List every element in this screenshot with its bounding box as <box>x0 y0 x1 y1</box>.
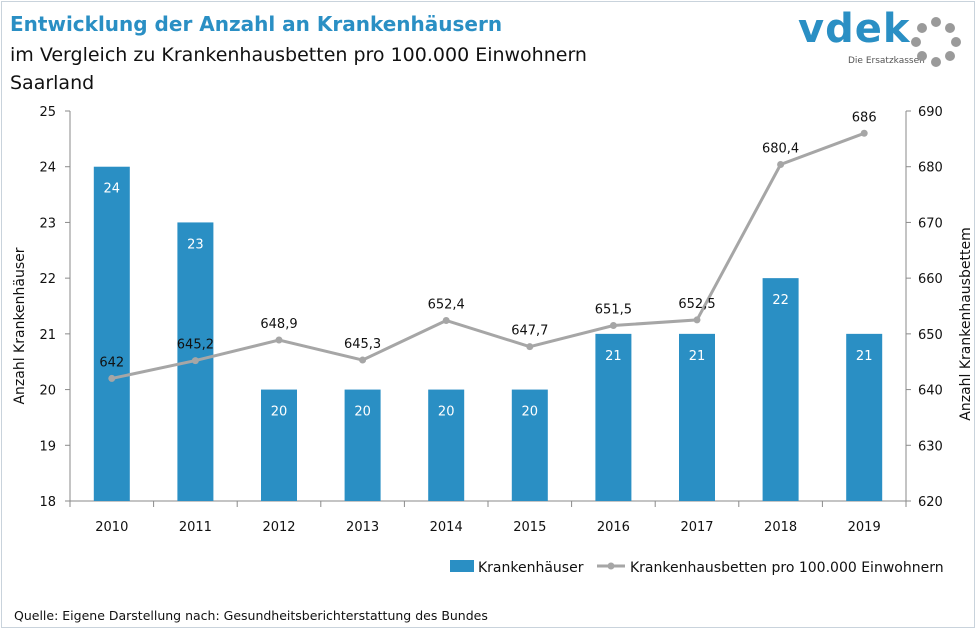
y-tick-label: 23 <box>39 216 56 231</box>
x-tick-label: 2017 <box>680 520 713 535</box>
line-data-label: 645,3 <box>344 337 381 352</box>
x-tick-label: 2011 <box>179 520 212 535</box>
line-point-2019 <box>860 129 868 137</box>
bar-data-label: 21 <box>605 349 622 364</box>
line-point-2017 <box>693 316 701 324</box>
legend-line-marker <box>607 562 615 570</box>
line-data-label: 651,5 <box>595 303 632 318</box>
source-note: Quelle: Eigene Darstellung nach: Gesundh… <box>14 608 488 623</box>
y2-tick-label: 670 <box>918 216 943 231</box>
y-tick-label: 22 <box>39 272 56 287</box>
x-tick-label: 2016 <box>597 520 630 535</box>
line-data-label: 680,4 <box>762 141 799 156</box>
legend-bar-label: Krankenhäuser <box>478 560 584 576</box>
line-point-2016 <box>609 322 617 329</box>
bar-data-label: 24 <box>104 182 121 197</box>
line-data-label: 648,9 <box>260 317 297 332</box>
y2-tick-label: 640 <box>918 384 943 399</box>
bar-2012 <box>261 389 297 501</box>
y2-tick-label: 620 <box>918 495 943 510</box>
y2-tick-label: 690 <box>918 105 943 120</box>
x-tick-label: 2015 <box>513 520 546 535</box>
line-data-label: 645,2 <box>177 338 214 353</box>
line-point-2018 <box>777 160 785 168</box>
bar-data-label: 20 <box>522 405 539 420</box>
logo-subtitle: Die Ersatzkassen <box>848 56 925 66</box>
y-tick-label: 20 <box>39 384 56 399</box>
bar-2019 <box>846 333 883 501</box>
bar-2013 <box>344 389 381 501</box>
line-data-label: 642 <box>99 355 124 370</box>
line-point-2013 <box>359 356 367 364</box>
bar-data-label: 20 <box>438 405 455 420</box>
y2-axis-title: Anzahl Krankenhausbettem <box>958 227 974 420</box>
x-tick-label: 2014 <box>430 520 463 535</box>
x-tick-label: 2012 <box>262 520 295 535</box>
bar-2017 <box>679 333 715 501</box>
x-tick-label: 2019 <box>848 520 881 535</box>
line-point-2012 <box>275 336 283 344</box>
bar-2014 <box>428 389 465 501</box>
y-tick-label: 19 <box>39 439 56 454</box>
y2-tick-label: 660 <box>918 272 943 287</box>
bar-2018 <box>762 278 799 501</box>
bar-2015 <box>511 389 548 501</box>
bar-2010 <box>93 166 130 501</box>
line-point-2010 <box>108 374 116 382</box>
line-point-2015 <box>526 343 534 351</box>
y-tick-label: 18 <box>39 495 56 510</box>
chart-title: Entwicklung der Anzahl an Krankenhäusern <box>10 12 503 36</box>
line-data-label: 652,5 <box>678 297 715 312</box>
bar-data-label: 23 <box>187 237 204 252</box>
chart-region: Saarland <box>10 72 95 94</box>
legend-bar-swatch <box>450 560 474 572</box>
bar-data-label: 20 <box>271 405 288 420</box>
x-tick-label: 2010 <box>95 520 128 535</box>
line-data-label: 686 <box>852 110 877 125</box>
x-tick-label: 2013 <box>346 520 379 535</box>
y2-tick-label: 630 <box>918 439 943 454</box>
y2-tick-label: 650 <box>918 328 943 343</box>
logo-ring-icon <box>911 17 961 67</box>
line-data-label: 652,4 <box>428 297 465 312</box>
chart-subtitle: im Vergleich zu Krankenhausbetten pro 10… <box>10 44 587 66</box>
line-series <box>111 131 865 380</box>
y-axis-title: Anzahl Krankenhäuser <box>12 247 28 404</box>
logo-text: vdek <box>798 6 911 52</box>
y-tick-label: 21 <box>39 328 56 343</box>
bar-data-label: 21 <box>856 349 873 364</box>
line-point-2011 <box>191 357 199 365</box>
bar-data-label: 22 <box>772 293 789 308</box>
y-tick-label: 25 <box>39 105 56 120</box>
bar-data-label: 20 <box>354 405 371 420</box>
line-point-2014 <box>442 316 450 324</box>
legend-line-label: Krankenhausbetten pro 100.000 Einwohnern <box>630 560 944 576</box>
y-tick-label: 24 <box>39 161 56 176</box>
bar-data-label: 21 <box>689 349 706 364</box>
y2-tick-label: 680 <box>918 161 943 176</box>
vdek-logo: vdek Die Ersatzkassen <box>798 6 968 74</box>
bar-2016 <box>595 333 632 501</box>
x-tick-label: 2018 <box>764 520 797 535</box>
line-data-label: 647,7 <box>511 324 548 339</box>
